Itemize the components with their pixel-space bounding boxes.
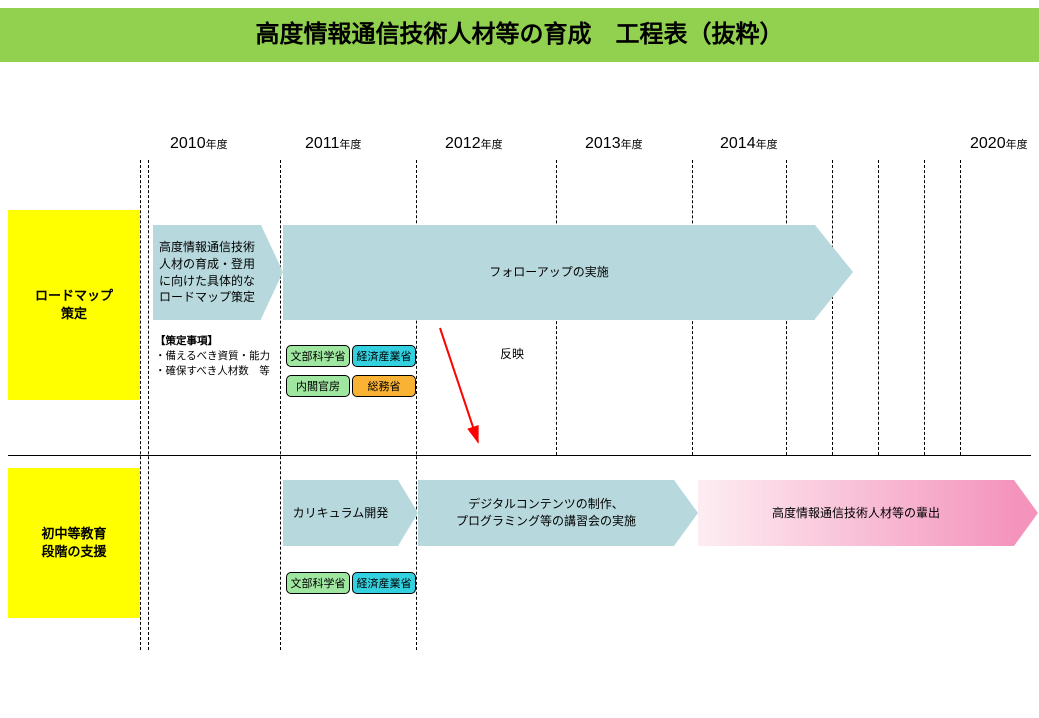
arrow-edu-digital: デジタルコンテンツの制作、プログラミング等の講習会の実施 <box>418 480 698 546</box>
row-label-education: 初中等教育段階の支援 <box>8 468 140 618</box>
arrow-edu-output: 高度情報通信技術人材等の輩出 <box>698 480 1038 546</box>
arrow-edu-output-text: 高度情報通信技術人材等の輩出 <box>698 480 1014 546</box>
timeline-gridline <box>140 160 141 650</box>
department-tag: 経済産業省 <box>352 345 416 367</box>
department-tag: 経済産業省 <box>352 572 416 594</box>
arrow-edu-curriculum-text: カリキュラム開発 <box>283 480 398 546</box>
arrow-roadmap-followup-text: フォローアップの実施 <box>283 225 815 320</box>
roadmap-notes: 【策定事項】 ・備えるべき資質・能力・確保すべき人材数 等 <box>155 334 270 380</box>
arrow-edu-curriculum: カリキュラム開発 <box>283 480 418 546</box>
arrow-edu-digital-text: デジタルコンテンツの制作、プログラミング等の講習会の実施 <box>418 480 674 546</box>
year-label: 2012年度 <box>445 135 503 153</box>
year-label: 2013年度 <box>585 135 643 153</box>
timeline-gridline <box>924 160 925 455</box>
row-label-roadmap: ロードマップ策定 <box>8 210 140 400</box>
arrow-roadmap-define: 高度情報通信技術人材の育成・登用に向けた具体的なロードマップ策定 <box>153 225 283 320</box>
year-label: 2020年度 <box>970 135 1028 153</box>
reflect-label: 反映 <box>500 345 524 362</box>
year-label: 2014年度 <box>720 135 778 153</box>
arrow-roadmap-followup: フォローアップの実施 <box>283 225 853 320</box>
roadmap-notes-lines: ・備えるべき資質・能力・確保すべき人材数 等 <box>155 349 270 379</box>
year-label: 2011年度 <box>305 135 361 153</box>
title-band: 高度情報通信技術人材等の育成 工程表（抜粋） <box>0 8 1039 62</box>
section-divider <box>8 455 1031 456</box>
department-tag: 内閣官房 <box>286 375 350 397</box>
year-label: 2010年度 <box>170 135 228 153</box>
roadmap-notes-heading: 【策定事項】 <box>155 334 270 349</box>
timeline-gridline <box>148 160 149 650</box>
department-tag: 文部科学省 <box>286 572 350 594</box>
department-tag: 総務省 <box>352 375 416 397</box>
page-title: 高度情報通信技術人材等の育成 工程表（抜粋） <box>256 21 784 48</box>
department-tag: 文部科学省 <box>286 345 350 367</box>
arrow-roadmap-define-text: 高度情報通信技術人材の育成・登用に向けた具体的なロードマップ策定 <box>153 225 261 320</box>
timeline-gridline <box>960 160 961 455</box>
timeline-gridline <box>878 160 879 455</box>
